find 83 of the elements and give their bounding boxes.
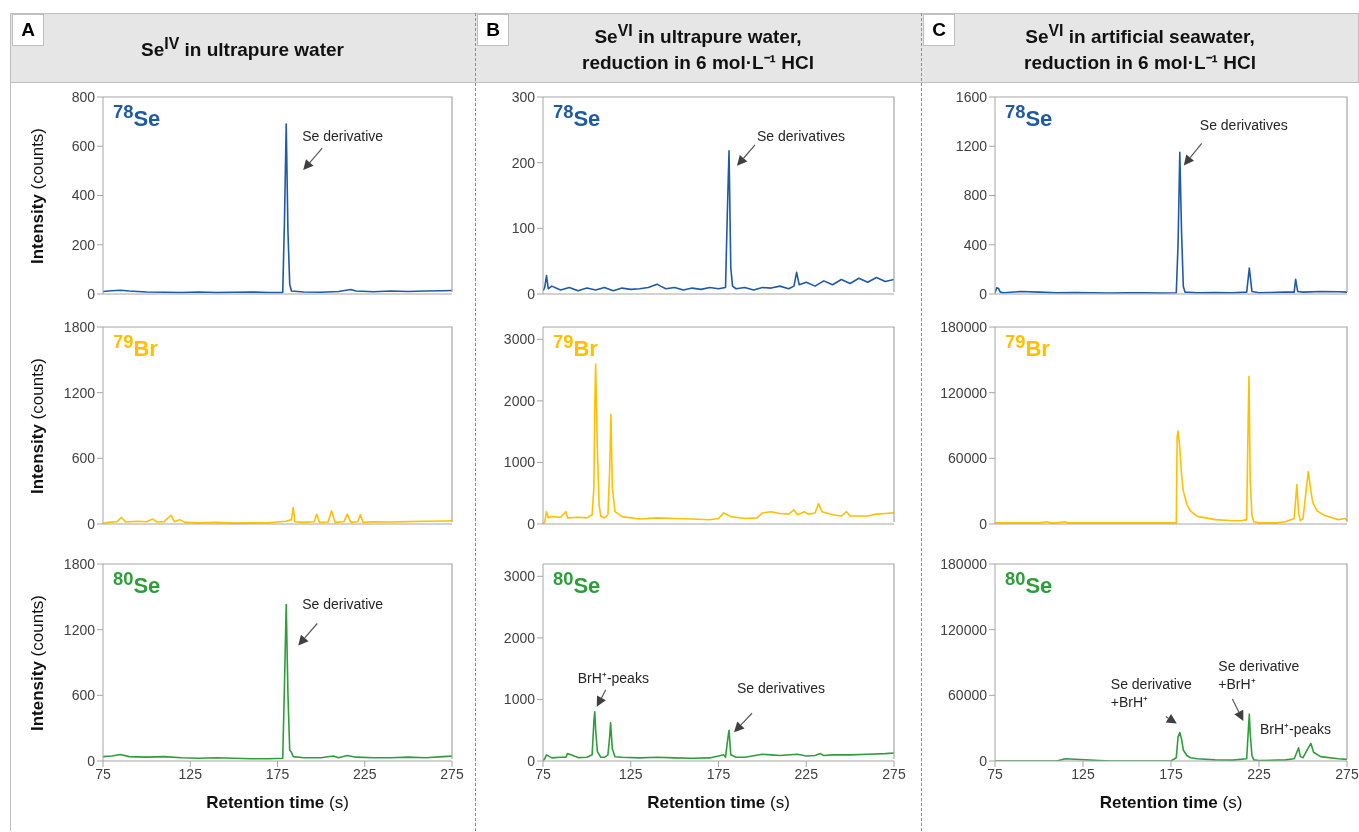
y-tick-label: 1600 (955, 88, 988, 105)
y-tick-label: 180000 (940, 555, 988, 572)
text: $^{78}$Se (553, 100, 601, 133)
x-axis-title: Retention time (s) (647, 793, 790, 812)
x-tick-label: 125 (619, 765, 643, 782)
y-tick-label: 800 (71, 88, 96, 105)
annotation: BrH⁺-peaks (577, 669, 649, 686)
x-tick-label: 75 (95, 765, 111, 782)
y-tick-label: 3000 (503, 331, 536, 348)
y-tick-label: 1200 (63, 384, 96, 401)
x-tick-label: 75 (535, 765, 551, 782)
annotation: Se derivatives (737, 680, 825, 697)
y-tick-label: 60000 (948, 687, 988, 704)
x-tick-label: 225 (794, 765, 819, 782)
text: $^{78}$Se (1005, 100, 1053, 133)
y-tick-label: 0 (87, 285, 96, 302)
y-axis-title: Intensity (counts) (28, 357, 47, 494)
x-tick-label: 125 (178, 765, 203, 782)
y-tick-label: 600 (71, 138, 96, 155)
x-tick-label: 125 (1071, 765, 1095, 782)
x-tick-label: 175 (1159, 765, 1183, 782)
x-tick-label: 225 (353, 765, 377, 782)
y-tick-label: 0 (527, 752, 536, 769)
y-tick-label: 1200 (955, 138, 988, 155)
text: $^{80}$Se (113, 567, 161, 600)
y-tick-label: 0 (527, 285, 536, 302)
text: A (12, 14, 44, 46)
y-tick-label: 120000 (940, 621, 988, 638)
y-tick-label: 400 (963, 236, 988, 253)
chart-title: Se$^{IV}$ in ultrapure water (141, 33, 344, 63)
text: $^{79}$Br (113, 330, 158, 363)
annotation: BrH⁺-peaks (1259, 721, 1332, 738)
y-tick-label: 0 (979, 285, 988, 302)
annotation: Se derivative +BrH⁺ (1218, 657, 1300, 692)
chart-title: Se$^{VI}$ in ultrapure water, reduction in 6 mol·L⁻¹ HCl (582, 20, 814, 76)
x-tick-label: 75 (987, 765, 1003, 782)
y-tick-label: 1800 (63, 318, 96, 335)
x-tick-label: 275 (1335, 765, 1359, 782)
annotation: Se derivatives (757, 127, 845, 144)
y-tick-label: 0 (87, 515, 96, 532)
y-tick-label: 0 (979, 752, 988, 769)
x-tick-label: 175 (265, 765, 290, 782)
y-tick-label: 120000 (940, 384, 988, 401)
y-tick-label: 0 (979, 515, 988, 532)
y-tick-label: 60000 (948, 450, 988, 467)
y-tick-label: 1200 (63, 621, 96, 638)
y-tick-label: 0 (87, 752, 96, 769)
annotation: Se derivative +BrH⁺ (1110, 675, 1192, 710)
y-axis-title: Intensity (counts) (28, 127, 47, 264)
text: $^{80}$Se (553, 567, 601, 600)
text: $^{78}$Se (113, 100, 161, 133)
y-tick-label: 200 (511, 154, 536, 171)
annotation: Se derivatives (1199, 117, 1288, 134)
x-axis-title: Retention time (s) (1099, 793, 1243, 812)
y-tick-label: 200 (71, 236, 96, 253)
x-tick-label: 225 (1247, 765, 1271, 782)
text: $^{79}$Br (1005, 330, 1050, 363)
y-tick-label: 1800 (63, 555, 96, 572)
y-tick-label: 400 (71, 187, 96, 204)
y-tick-label: 0 (527, 515, 536, 532)
x-axis-title: Retention time (s) (206, 793, 349, 812)
annotation: Se derivative (302, 128, 384, 145)
y-tick-label: 2000 (503, 629, 536, 646)
x-tick-label: 275 (440, 765, 464, 782)
chart-title: Se$^{VI}$ in artificial seawater, reduction in 6 mol·L⁻¹ HCl (1024, 20, 1256, 76)
y-tick-label: 600 (71, 687, 96, 704)
y-tick-label: 3000 (503, 568, 536, 585)
y-tick-label: 1000 (503, 454, 536, 471)
series-label: $^{79}$Br (553, 330, 598, 363)
y-tick-label: 800 (963, 187, 988, 204)
text: B (477, 14, 509, 46)
y-tick-label: 180000 (940, 318, 988, 335)
y-tick-label: 2000 (503, 392, 536, 409)
text: $^{80}$Se (1005, 567, 1053, 600)
y-tick-label: 1000 (503, 691, 536, 708)
y-tick-label: 600 (71, 450, 96, 467)
y-tick-label: 100 (511, 220, 536, 237)
x-tick-label: 275 (882, 765, 906, 782)
y-axis-title: Intensity (counts) (28, 594, 47, 731)
text: C (923, 14, 955, 46)
y-tick-label: 300 (511, 88, 536, 105)
annotation: Se derivative (302, 596, 384, 613)
x-tick-label: 175 (706, 765, 731, 782)
